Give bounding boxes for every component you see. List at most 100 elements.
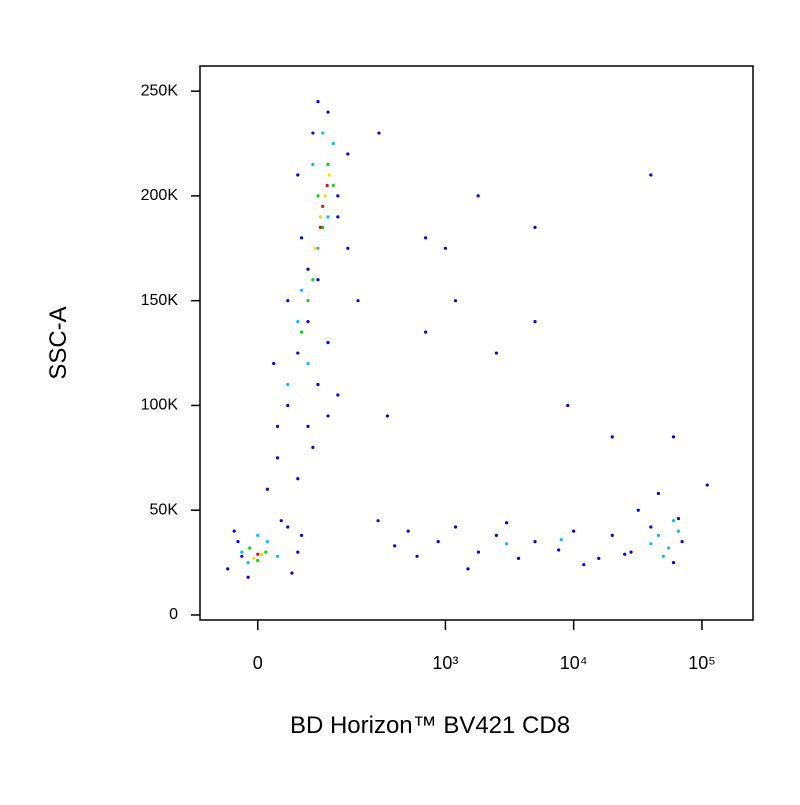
point [226, 567, 230, 571]
point [610, 435, 614, 439]
point [671, 435, 676, 439]
point [597, 556, 601, 560]
point [286, 299, 290, 303]
point [306, 320, 310, 324]
point [705, 483, 709, 487]
point [248, 546, 252, 550]
point [299, 236, 304, 240]
point [252, 556, 256, 560]
point [671, 519, 676, 523]
point [311, 445, 315, 449]
point [424, 330, 428, 334]
point [406, 529, 410, 533]
x-tick-label: 10³ [432, 653, 458, 673]
point [240, 550, 244, 554]
point [275, 554, 280, 558]
y-tick-label: 100K [141, 397, 179, 414]
point [466, 567, 470, 571]
point [246, 575, 250, 579]
point [321, 131, 325, 135]
point [649, 525, 653, 529]
point [318, 225, 322, 229]
point [533, 225, 537, 229]
point [240, 554, 244, 558]
point [316, 278, 320, 282]
point [572, 529, 576, 533]
point [656, 533, 661, 537]
y-tick-label: 50K [150, 501, 179, 518]
point [533, 540, 537, 544]
point [299, 533, 304, 537]
point [566, 403, 570, 408]
point [323, 194, 327, 198]
point [494, 351, 499, 355]
point [326, 215, 330, 219]
point [306, 424, 310, 428]
point [246, 560, 250, 565]
point [306, 361, 310, 366]
point [636, 508, 640, 512]
point [279, 519, 283, 523]
point [559, 537, 563, 542]
point [286, 382, 290, 387]
point [326, 110, 330, 114]
point [453, 299, 458, 303]
point [327, 173, 331, 177]
point [311, 131, 315, 135]
point [236, 540, 240, 544]
point [346, 246, 350, 250]
point [306, 267, 310, 271]
point [316, 100, 320, 104]
x-tick-label: 10⁵ [688, 653, 715, 673]
point [296, 550, 300, 554]
point [336, 393, 340, 397]
point [306, 299, 310, 303]
point [629, 550, 633, 554]
point [296, 351, 300, 355]
point [313, 246, 318, 250]
point [661, 554, 665, 558]
y-tick-label: 200K [141, 187, 179, 204]
x-tick-label: 10⁴ [560, 653, 588, 673]
point [680, 540, 684, 544]
point [265, 540, 269, 544]
point [272, 361, 276, 366]
point [533, 320, 537, 324]
x-tick-label: 0 [253, 653, 263, 673]
point [649, 542, 653, 546]
point [316, 246, 320, 250]
point [610, 533, 614, 537]
y-tick-label: 0 [169, 606, 178, 623]
point [321, 204, 325, 208]
point [275, 456, 280, 460]
point [296, 320, 300, 324]
point [557, 548, 561, 552]
point [415, 554, 419, 558]
y-axis-title: SSC-A [45, 306, 72, 379]
point [265, 487, 269, 491]
point [516, 556, 521, 560]
point [346, 152, 350, 156]
point [676, 516, 681, 521]
point [336, 194, 340, 198]
x-axis-title: BD Horizon™ BV421 CD8 [290, 712, 570, 739]
point [311, 162, 315, 167]
point [260, 552, 264, 556]
point [296, 173, 300, 177]
point [443, 246, 448, 250]
y-tick-label: 250K [141, 82, 179, 99]
point [318, 215, 322, 219]
point [326, 414, 330, 418]
point [667, 546, 671, 550]
point [325, 183, 329, 188]
point [504, 521, 509, 525]
point [311, 278, 315, 282]
point [256, 558, 260, 563]
point [326, 162, 330, 167]
point [296, 477, 300, 481]
point [286, 525, 290, 529]
point [476, 194, 480, 198]
point [275, 424, 280, 428]
point [476, 550, 481, 554]
point [649, 173, 653, 177]
